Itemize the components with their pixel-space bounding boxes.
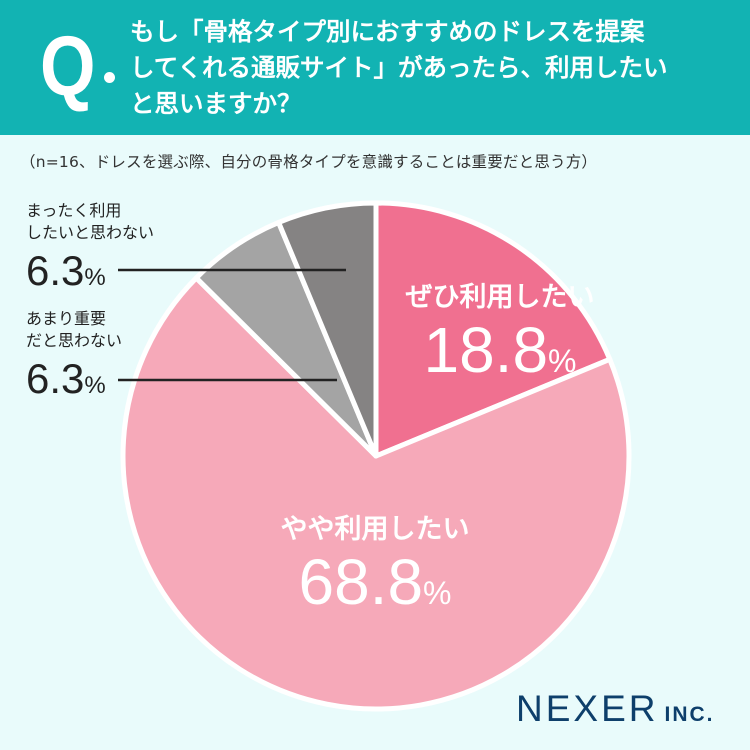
slice-number-s1: 68.8	[298, 546, 424, 618]
side-name-s3-line2: したいと思わない	[26, 223, 155, 242]
side-unit-s2: %	[84, 372, 106, 399]
question-line-3: と思いますか？	[130, 89, 302, 118]
slice-number-s0: 18.8	[423, 314, 549, 386]
slice-value-s1: 68.8%	[245, 546, 505, 629]
sample-note: （n=16、ドレスを選ぶ際、自分の骨格タイプを意識することは重要だと思う方）	[20, 153, 598, 171]
slice-name-s0: ぜひ利用したい	[405, 282, 595, 312]
slice-name-s1: やや利用したい	[280, 514, 470, 544]
slice-unit-s1: %	[423, 575, 452, 611]
pie-slice-s0	[373, 200, 613, 459]
side-label-s3: まったく利用 したいと思わない 6.3%	[26, 200, 154, 303]
question-banner: Q もし「骨格タイプ別におすすめのドレスを提案 してくれる通販サイト」があったら…	[0, 0, 750, 135]
question-mark: Q	[40, 19, 96, 113]
side-value-s2: 6.3%	[26, 354, 122, 411]
slice-label-s0: ぜひ利用したい 18.8%	[380, 280, 620, 397]
side-number-s3: 6.3	[26, 247, 85, 294]
side-value-s3: 6.3%	[26, 246, 154, 303]
question-line-1: もし「骨格タイプ別におすすめのドレスを提案	[130, 17, 645, 46]
side-unit-s3: %	[84, 264, 106, 291]
side-name-s2-line1: あまり重要	[26, 309, 107, 328]
pie-slice-s1	[120, 275, 632, 712]
question-text: もし「骨格タイプ別におすすめのドレスを提案 してくれる通販サイト」があったら、利…	[130, 14, 730, 122]
nexer-logo: NEXER INC.	[516, 688, 714, 730]
side-name-s2-line2: だと思わない	[26, 331, 123, 350]
side-name-s3-line1: まったく利用	[26, 201, 122, 220]
question-mark-dot	[104, 72, 115, 83]
slice-label-s1: やや利用したい 68.8%	[245, 512, 505, 629]
side-label-s2: あまり重要 だと思わない 6.3%	[26, 308, 122, 411]
logo-main: NEXER	[516, 688, 659, 729]
side-number-s2: 6.3	[26, 355, 85, 402]
slice-unit-s0: %	[548, 343, 577, 379]
logo-suffix: INC.	[664, 703, 715, 726]
pie-slice-s3	[276, 200, 379, 459]
slice-value-s0: 18.8%	[380, 314, 620, 397]
question-line-2: してくれる通販サイト」があったら、利用したい	[130, 53, 668, 82]
